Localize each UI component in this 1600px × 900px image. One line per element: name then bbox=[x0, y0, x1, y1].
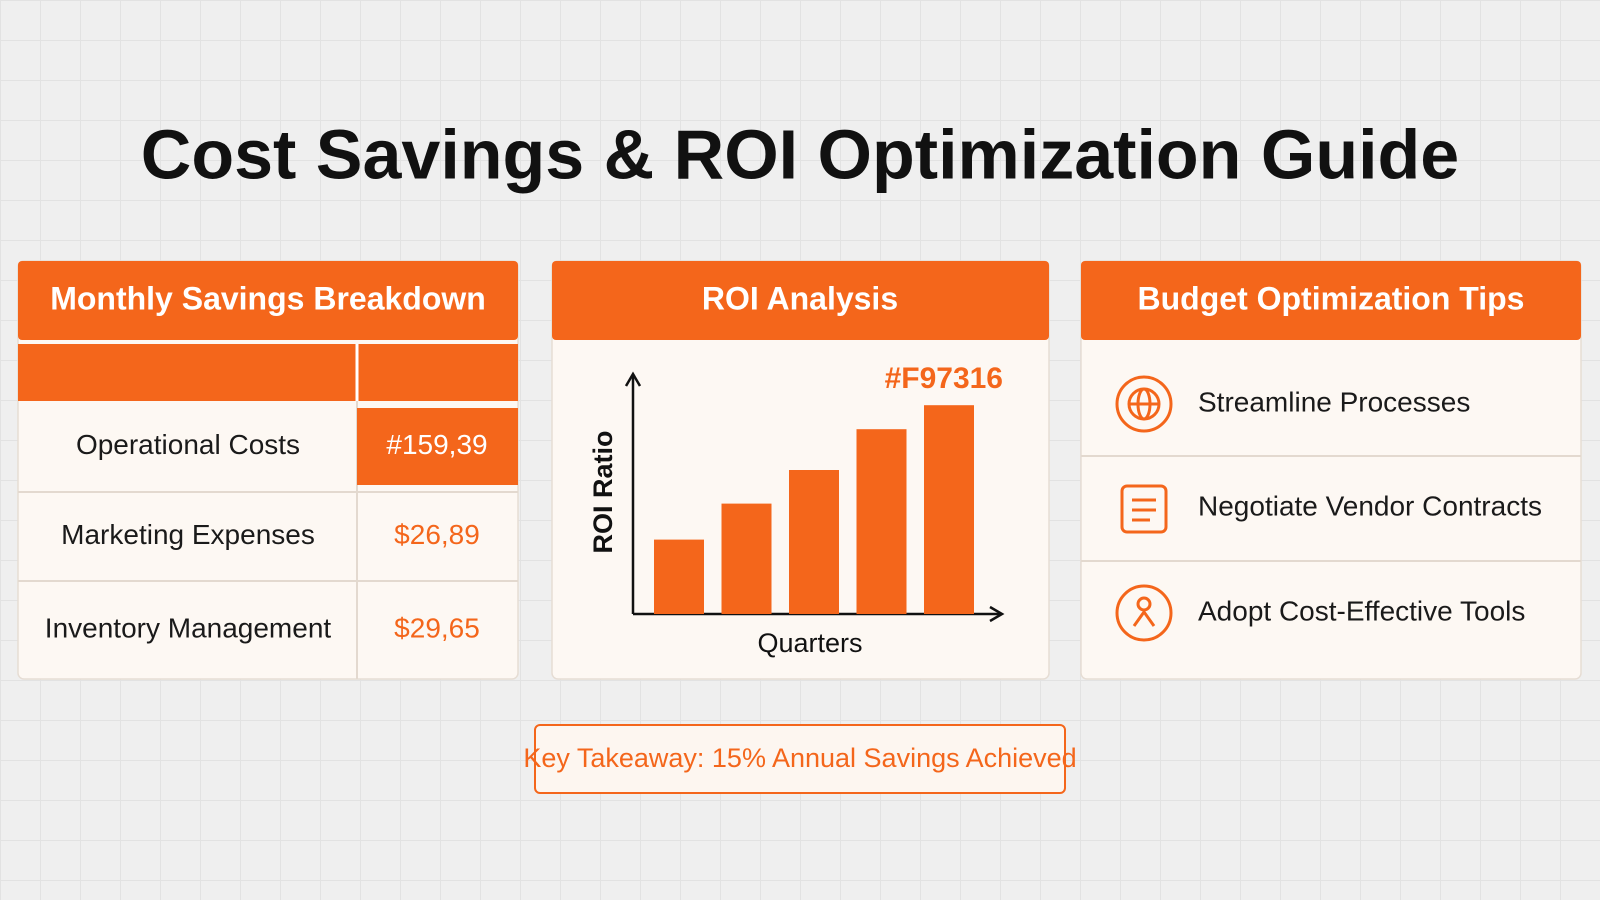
x-axis-arrow bbox=[989, 605, 1005, 623]
roi-card: ROI Analysis Quarters ROI Ratio #F97316 bbox=[551, 260, 1050, 680]
row-value: $29,65 bbox=[394, 612, 480, 643]
row-value: #159,39 bbox=[386, 429, 487, 460]
globe-icon bbox=[1115, 375, 1173, 433]
tip-text: Adopt Cost-Effective Tools bbox=[1198, 595, 1525, 626]
row-label: Marketing Expenses bbox=[61, 519, 315, 550]
highlight-cell bbox=[357, 408, 518, 485]
row-label: Operational Costs bbox=[76, 429, 300, 460]
tip-text: Streamline Processes bbox=[1198, 386, 1470, 417]
card-header bbox=[1081, 261, 1581, 340]
x-axis-label: Quarters bbox=[757, 628, 862, 658]
row-value: $26,89 bbox=[394, 519, 480, 550]
card-title: ROI Analysis bbox=[702, 280, 898, 316]
savings-card: Monthly Savings Breakdown Operational Co… bbox=[17, 260, 519, 680]
card-title: Budget Optimization Tips bbox=[1138, 280, 1525, 316]
tip-text: Negotiate Vendor Contracts bbox=[1198, 490, 1542, 521]
tips-card: Budget Optimization Tips Streamline Proc… bbox=[1080, 260, 1582, 680]
chart-annotation: #F97316 bbox=[885, 362, 1003, 395]
tools-icon bbox=[1115, 584, 1173, 642]
y-axis-arrow bbox=[624, 371, 642, 387]
table-header bbox=[18, 344, 518, 401]
bar bbox=[924, 405, 974, 614]
card-header bbox=[552, 261, 1049, 340]
takeaway-text: Key Takeaway: 15% Annual Savings Achieve… bbox=[523, 743, 1076, 773]
bar bbox=[721, 503, 772, 614]
card-header bbox=[18, 261, 518, 340]
document-icon bbox=[1120, 484, 1168, 534]
card-title: Monthly Savings Breakdown bbox=[50, 280, 486, 316]
bar bbox=[789, 470, 839, 614]
bar bbox=[654, 539, 704, 614]
row-label: Inventory Management bbox=[45, 612, 332, 643]
bar bbox=[856, 429, 907, 614]
y-axis-label: ROI Ratio bbox=[588, 430, 618, 553]
page-title: Cost Savings & ROI Optimization Guide bbox=[141, 115, 1459, 193]
takeaway-box bbox=[534, 724, 1066, 794]
